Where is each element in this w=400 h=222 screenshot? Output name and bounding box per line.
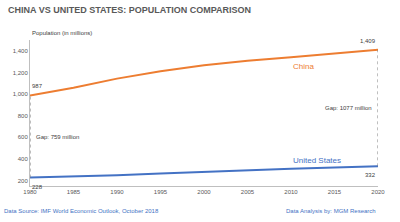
svg-text:987: 987: [32, 83, 43, 89]
svg-text:Gap: 759 million: Gap: 759 million: [36, 134, 79, 140]
svg-text:2020: 2020: [371, 189, 385, 195]
svg-text:Data Analysis by: MGM Research: Data Analysis by: MGM Research: [286, 208, 376, 214]
svg-text:Data Source: IMF World Economi: Data Source: IMF World Economic Outlook,…: [4, 208, 159, 214]
svg-text:2005: 2005: [241, 189, 255, 195]
svg-text:Population (in millions): Population (in millions): [32, 30, 92, 36]
svg-text:200: 200: [18, 178, 29, 184]
svg-text:2010: 2010: [284, 189, 298, 195]
svg-text:CHINA VS UNITED STATES: POPULA: CHINA VS UNITED STATES: POPULATION COMPA…: [8, 5, 251, 15]
svg-text:1980: 1980: [23, 189, 37, 195]
svg-text:2000: 2000: [197, 189, 211, 195]
svg-text:800: 800: [18, 113, 29, 119]
svg-text:1,200: 1,200: [13, 70, 29, 76]
svg-text:600: 600: [18, 134, 29, 140]
svg-text:1,400: 1,400: [13, 48, 29, 54]
svg-text:1,000: 1,000: [13, 91, 29, 97]
svg-text:228: 228: [32, 184, 43, 190]
svg-text:332: 332: [365, 172, 376, 178]
svg-text:Gap: 1077 million: Gap: 1077 million: [325, 105, 372, 111]
svg-text:1,409: 1,409: [360, 38, 376, 44]
svg-text:1995: 1995: [154, 189, 168, 195]
svg-text:1985: 1985: [67, 189, 81, 195]
svg-text:China: China: [293, 62, 314, 71]
svg-text:400: 400: [18, 156, 29, 162]
svg-text:United States: United States: [293, 156, 341, 165]
svg-text:2015: 2015: [328, 189, 342, 195]
svg-text:1990: 1990: [110, 189, 124, 195]
